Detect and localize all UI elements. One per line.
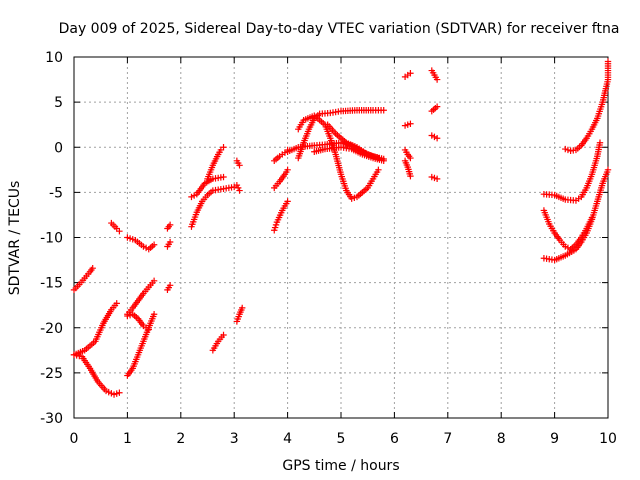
- y-tick-label: -20: [40, 321, 63, 337]
- x-tick-labels: 0 1 2 3 4 5 6 7 8 9 10: [70, 431, 617, 447]
- series-arc-34: [428, 173, 441, 183]
- data-marker: [220, 331, 227, 339]
- series-arc-35: [540, 139, 604, 204]
- series-arc-13: [188, 173, 227, 201]
- data-marker: [596, 139, 604, 146]
- series-arc-16: [233, 157, 243, 169]
- data-marker: [433, 76, 441, 83]
- series-arc-27: [401, 70, 414, 81]
- data-marker: [236, 187, 243, 194]
- x-tick-label: 7: [443, 431, 452, 447]
- data-marker: [89, 264, 96, 272]
- data-marker: [239, 304, 246, 312]
- data-marker: [150, 311, 158, 318]
- data-marker: [166, 282, 174, 289]
- data-marker: [380, 107, 387, 114]
- data-marker: [375, 154, 382, 162]
- series-arc-33: [428, 132, 441, 142]
- series-arc-12: [188, 183, 238, 230]
- y-tick-label: -25: [40, 366, 63, 382]
- series-arc-06: [124, 311, 158, 379]
- series-arc-03: [70, 300, 120, 359]
- series-arc-23: [295, 112, 382, 202]
- y-tick-label: 0: [54, 140, 63, 156]
- data-marker: [433, 103, 441, 110]
- data-marker: [150, 241, 158, 248]
- x-axis-label: GPS time / hours: [282, 458, 399, 474]
- series-arc-36: [540, 166, 612, 264]
- data-marker: [433, 135, 441, 142]
- data-marker: [113, 300, 120, 307]
- series-arc-22: [295, 107, 387, 162]
- series-arc-30: [401, 157, 414, 180]
- series-arc-31: [428, 67, 441, 83]
- data-marker: [588, 214, 596, 221]
- data-marker: [166, 221, 174, 229]
- series-arc-26: [324, 121, 382, 162]
- x-tick-label: 1: [123, 431, 132, 447]
- chart-title: Day 009 of 2025, Sidereal Day-to-day VTE…: [59, 21, 620, 37]
- data-marker: [145, 326, 152, 333]
- series-arc-19: [271, 198, 291, 234]
- series-arc-21: [271, 146, 291, 164]
- series-arc-01: [70, 264, 96, 294]
- data-marker: [220, 173, 227, 181]
- series-arc-15: [233, 181, 243, 194]
- data-marker: [375, 166, 382, 174]
- data-marker: [236, 162, 243, 169]
- data-marker: [116, 227, 123, 235]
- y-tick-label: -5: [49, 185, 63, 201]
- y-tick-label: 5: [54, 95, 63, 111]
- data-marker: [150, 277, 158, 285]
- x-tick-label: 0: [70, 431, 79, 447]
- series-arc-08: [124, 277, 158, 318]
- series-arc-02: [70, 351, 123, 398]
- y-tick-labels: -30 -25 -20 -15 -10 -5 0 5 10: [40, 50, 63, 427]
- x-tick-label: 3: [230, 431, 239, 447]
- y-axis-label: SDTVAR / TECUs: [7, 181, 23, 296]
- x-tick-label: 9: [550, 431, 559, 447]
- data-marker: [380, 157, 387, 164]
- axis-ticks: [73, 56, 609, 419]
- x-tick-label: 8: [497, 431, 506, 447]
- data-marker: [284, 166, 291, 174]
- x-tick-label: 5: [337, 431, 346, 447]
- x-tick-label: 2: [176, 431, 185, 447]
- data-marker: [407, 120, 414, 127]
- series-arc-10: [164, 238, 174, 250]
- series-arc-20: [271, 166, 291, 192]
- data-marker: [407, 172, 414, 180]
- y-tick-label: -30: [40, 411, 63, 427]
- data-marker: [116, 389, 123, 396]
- data-marker: [407, 70, 414, 77]
- series-arc-05: [124, 234, 158, 253]
- series-arc-14: [204, 144, 227, 183]
- x-tick-label: 4: [283, 431, 292, 447]
- series-arc-17: [209, 331, 227, 354]
- data-marker: [604, 166, 612, 174]
- data-markers: [70, 58, 612, 398]
- data-marker: [604, 58, 612, 65]
- data-marker: [284, 198, 291, 205]
- data-marker: [433, 175, 441, 183]
- data-marker: [407, 154, 414, 162]
- series-arc-37: [540, 207, 596, 253]
- data-marker: [166, 238, 174, 246]
- series-arc-04: [108, 219, 123, 235]
- x-tick-label: 6: [390, 431, 399, 447]
- series-arc-18: [233, 304, 246, 325]
- y-tick-label: -10: [40, 231, 63, 247]
- y-tick-label: -15: [40, 276, 63, 292]
- x-tick-label: 10: [599, 431, 617, 447]
- series-arc-28: [401, 120, 414, 129]
- series-arc-29: [401, 146, 414, 162]
- series-arc-11: [164, 282, 174, 294]
- series-arc-32: [428, 103, 441, 115]
- series-arc-09: [164, 221, 174, 232]
- y-tick-label: 10: [45, 50, 63, 66]
- series-arc-38: [562, 58, 612, 155]
- data-marker: [220, 144, 227, 151]
